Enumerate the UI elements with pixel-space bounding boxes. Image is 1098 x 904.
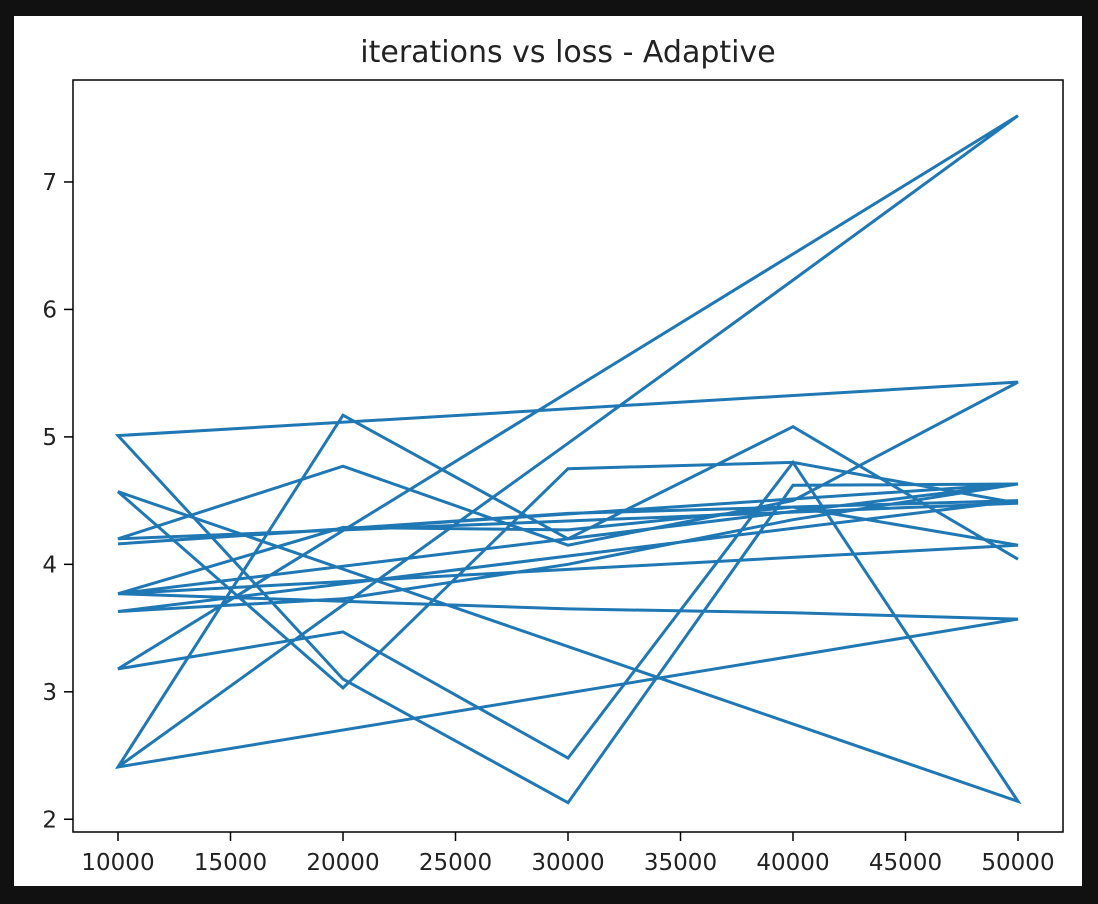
y-axis: 2 3 4 5 6 7: [42, 170, 73, 833]
x-tick-label: 10000: [81, 850, 154, 876]
y-tick-label: 3: [42, 680, 57, 706]
chart-canvas: iterations vs loss - Adaptive 10000 15000…: [14, 16, 1082, 886]
y-tick-label: 6: [42, 297, 57, 323]
x-tick-label: 25000: [419, 850, 492, 876]
chart-title: iterations vs loss - Adaptive: [360, 35, 775, 70]
x-axis: 10000 15000 20000 25000 30000 35000 40000 45000…: [81, 832, 1055, 876]
x-tick-label: 15000: [194, 850, 267, 876]
y-tick-label: 5: [42, 425, 57, 451]
x-tick-label: 50000: [981, 850, 1054, 876]
x-tick-label: 35000: [644, 850, 717, 876]
x-tick-label: 20000: [306, 850, 379, 876]
y-tick-label: 4: [42, 552, 57, 578]
series-line: [114, 114, 1022, 805]
line-chart: iterations vs loss - Adaptive 10000 15000…: [42, 35, 1064, 876]
x-tick-label: 45000: [869, 850, 942, 876]
y-tick-label: 2: [42, 807, 57, 833]
series-layer: [114, 114, 1022, 805]
x-tick-label: 40000: [756, 850, 829, 876]
y-tick-label: 7: [42, 170, 57, 196]
x-tick-label: 30000: [531, 850, 604, 876]
